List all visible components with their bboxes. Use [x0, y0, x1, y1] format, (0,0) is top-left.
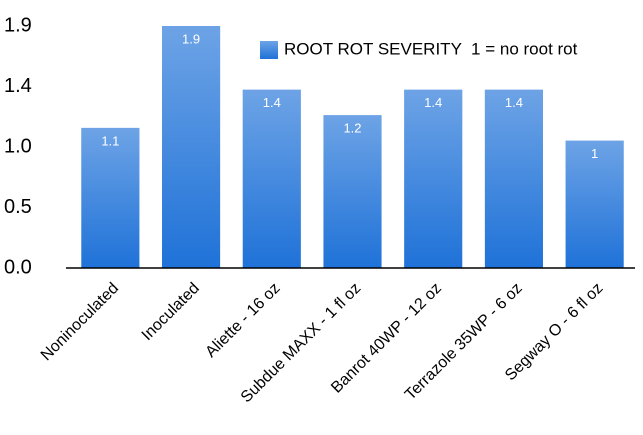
legend-swatch-shine	[260, 41, 278, 59]
y-tick-label: 0.5	[4, 196, 32, 218]
x-tick-label: Aliette - 16 oz	[202, 280, 283, 361]
bar-shine	[162, 26, 221, 268]
x-tick-label: Noninoculated	[38, 280, 122, 364]
legend-label: ROOT ROT SEVERITY 1 = no root rot	[284, 39, 578, 58]
value-label: 1.4	[424, 95, 442, 110]
y-tick-label: 1.4	[4, 75, 32, 97]
value-label: 1.9	[182, 31, 200, 46]
bar-shine	[323, 115, 382, 268]
bar-shine	[242, 89, 301, 269]
value-label: 1.2	[343, 121, 361, 136]
value-label: 1	[591, 146, 598, 161]
y-tick-label: 1.9	[4, 14, 32, 36]
y-tick-label: 1.0	[4, 135, 32, 157]
bar-shine	[404, 89, 463, 269]
y-tick-label: 0.0	[4, 256, 32, 278]
value-label: 1.4	[505, 95, 523, 110]
bar-shine	[484, 89, 543, 269]
x-tick-label: Inoculated	[139, 280, 203, 344]
value-label: 1.1	[101, 133, 119, 148]
value-label: 1.4	[263, 95, 281, 110]
bar-shine	[565, 140, 624, 268]
bar-shine	[81, 127, 140, 268]
